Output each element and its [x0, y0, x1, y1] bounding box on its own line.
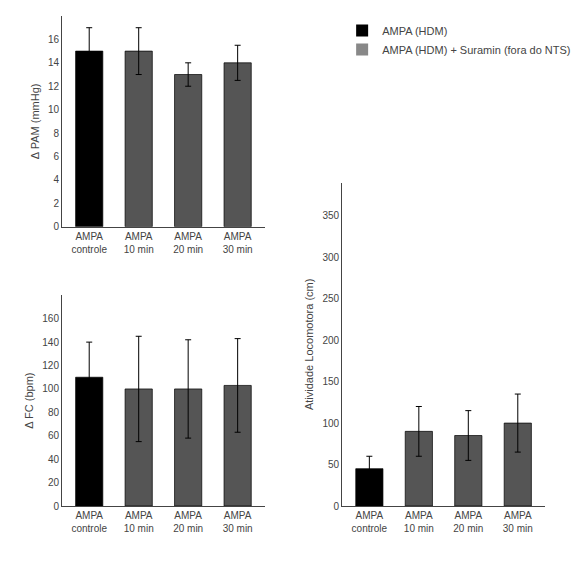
svg-text:AMPA20 min: AMPA20 min — [173, 510, 203, 534]
svg-text:14: 14 — [48, 57, 60, 68]
svg-text:Δ FC (bpm): Δ FC (bpm) — [23, 373, 35, 429]
svg-text:8: 8 — [53, 128, 59, 139]
svg-text:20: 20 — [48, 477, 60, 488]
svg-text:4: 4 — [53, 174, 59, 185]
svg-text:100: 100 — [42, 383, 59, 394]
svg-text:2: 2 — [53, 198, 59, 209]
svg-text:AMPAcontrole: AMPAcontrole — [71, 510, 107, 534]
svg-text:AMPA (HDM) + Suramin (fora do: AMPA (HDM) + Suramin (fora do NTS) — [382, 44, 570, 56]
svg-text:AMPA20 min: AMPA20 min — [173, 231, 203, 255]
svg-text:250: 250 — [322, 293, 339, 304]
svg-text:40: 40 — [48, 454, 60, 465]
svg-text:60: 60 — [48, 430, 60, 441]
svg-text:100: 100 — [322, 418, 339, 429]
svg-text:10: 10 — [48, 104, 60, 115]
svg-text:140: 140 — [42, 337, 59, 348]
svg-text:AMPA10 min: AMPA10 min — [404, 510, 434, 534]
svg-text:AMPAcontrole: AMPAcontrole — [352, 510, 388, 534]
svg-text:150: 150 — [322, 376, 339, 387]
svg-text:AMPA30 min: AMPA30 min — [223, 510, 253, 534]
svg-text:12: 12 — [48, 81, 60, 92]
svg-text:0: 0 — [334, 501, 340, 512]
svg-text:160: 160 — [42, 313, 59, 324]
svg-text:200: 200 — [322, 335, 339, 346]
svg-text:AMPA30 min: AMPA30 min — [223, 231, 253, 255]
svg-text:50: 50 — [328, 459, 340, 470]
svg-text:16: 16 — [48, 34, 60, 45]
svg-text:AMPA10 min: AMPA10 min — [124, 510, 154, 534]
svg-text:0: 0 — [53, 221, 59, 232]
svg-text:350: 350 — [322, 210, 339, 221]
svg-text:AMPA30 min: AMPA30 min — [503, 510, 533, 534]
svg-text:AMPA10 min: AMPA10 min — [124, 231, 154, 255]
svg-text:300: 300 — [322, 252, 339, 263]
svg-text:0: 0 — [53, 501, 59, 512]
svg-text:6: 6 — [53, 151, 59, 162]
svg-text:Δ PAM (mmHg): Δ PAM (mmHg) — [29, 84, 41, 160]
svg-text:Atividade Locomotora (cm): Atividade Locomotora (cm) — [303, 279, 315, 410]
svg-text:AMPAcontrole: AMPAcontrole — [71, 231, 107, 255]
svg-text:120: 120 — [42, 360, 59, 371]
svg-text:80: 80 — [48, 407, 60, 418]
svg-text:AMPA20 min: AMPA20 min — [453, 510, 483, 534]
svg-text:AMPA (HDM): AMPA (HDM) — [382, 25, 447, 37]
